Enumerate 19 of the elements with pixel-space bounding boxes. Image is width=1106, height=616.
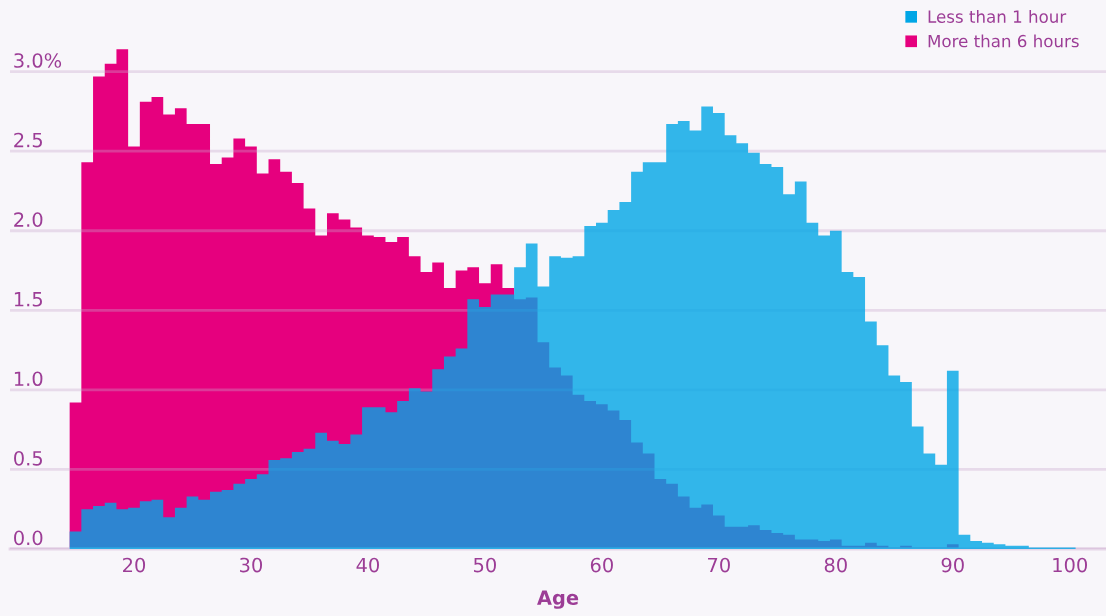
y-tick-label: 1.5	[14, 292, 42, 307]
x-tick-label: 50	[474, 557, 496, 573]
x-axis-title: Age	[537, 590, 579, 609]
x-tick-label: 70	[708, 557, 730, 573]
y-tick-label: 3.0%	[14, 53, 62, 68]
y-tick-label: 2.5	[14, 132, 42, 148]
legend-label: Less than 1 hour	[928, 10, 1067, 23]
x-tick-label: 100	[1053, 557, 1087, 573]
y-tick-label: 2.0	[14, 212, 43, 227]
y-tick-label: 1.0	[14, 371, 43, 387]
legend-label: More than 6 hours	[928, 34, 1079, 48]
x-tick-label: 80	[824, 557, 847, 573]
x-tick-label: 60	[590, 557, 613, 573]
y-tick-label: 0.5	[14, 450, 42, 466]
y-tick-label: 0.0	[14, 530, 43, 546]
x-tick-label: 90	[941, 557, 964, 573]
x-tick-label: 30	[240, 557, 263, 573]
x-tick-label: 20	[123, 557, 146, 573]
x-tick-label: 40	[356, 557, 380, 573]
